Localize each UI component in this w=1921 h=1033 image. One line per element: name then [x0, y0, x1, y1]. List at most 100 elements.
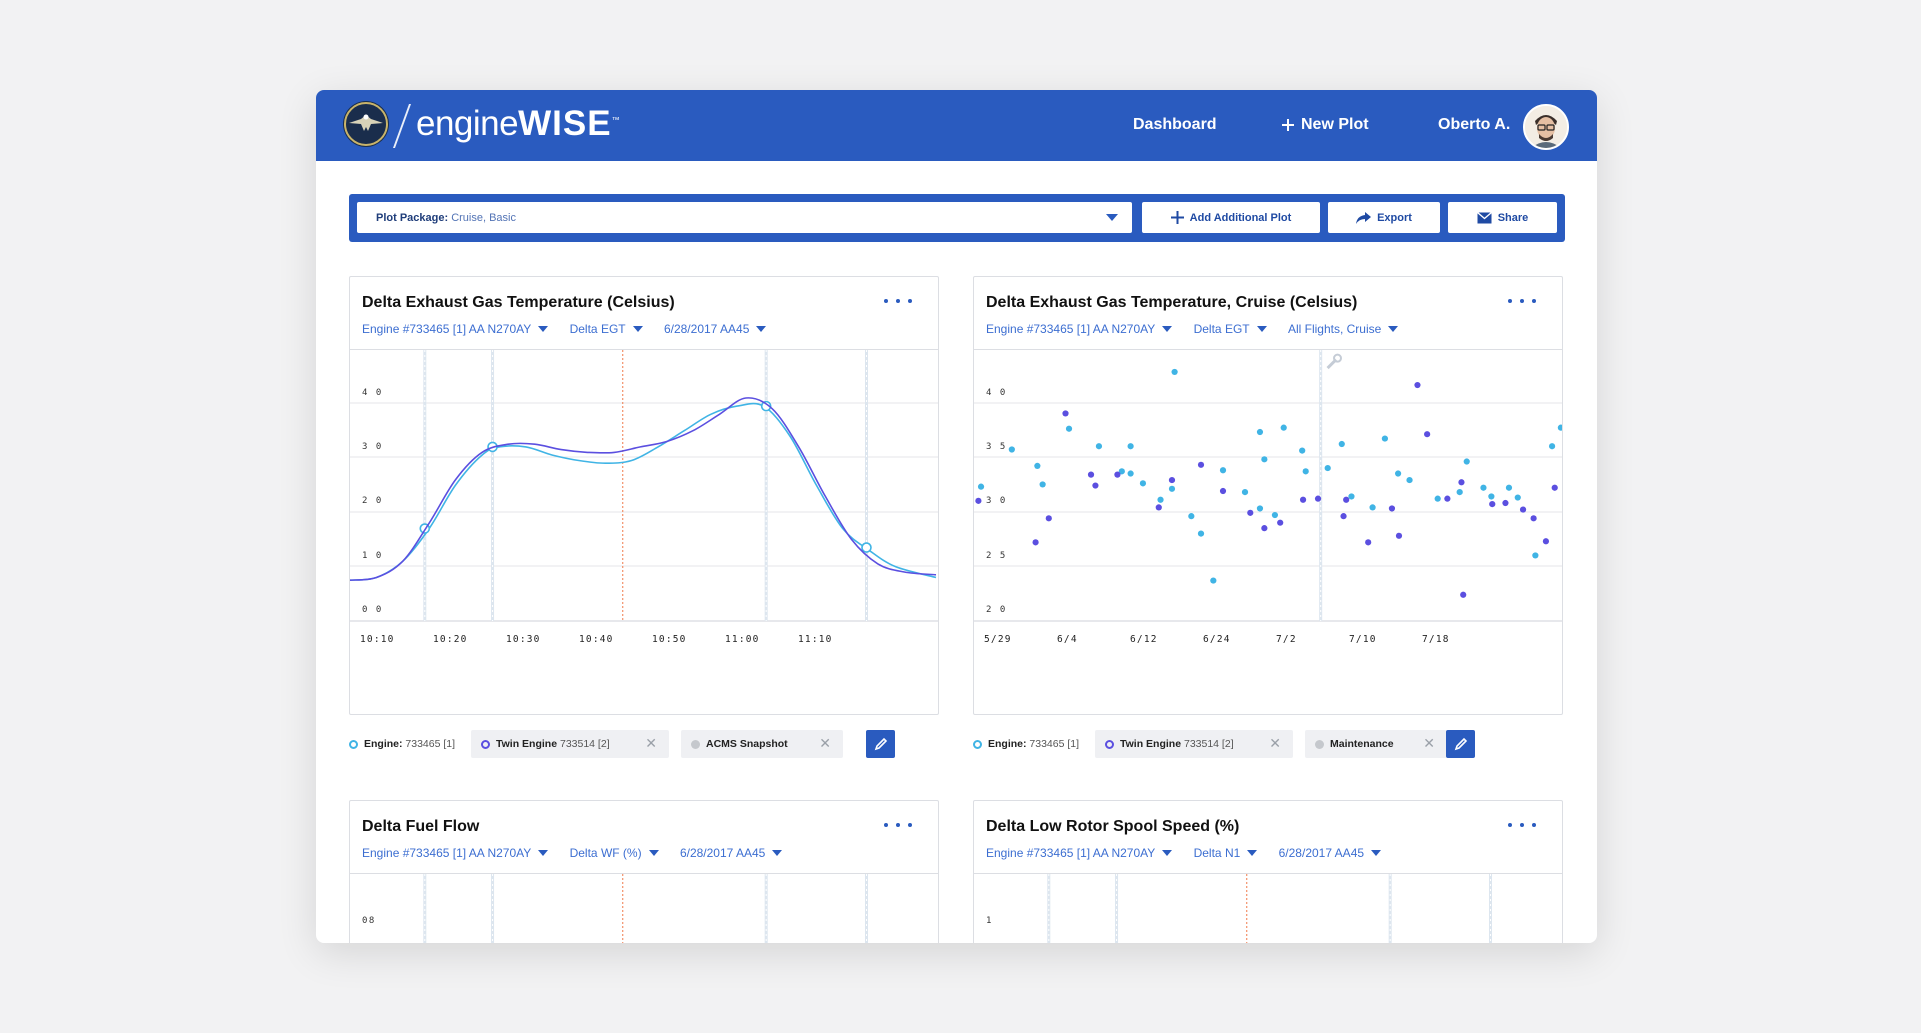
brand-bold: WISE — [518, 104, 612, 143]
flight-filter[interactable]: 6/28/2017 AA45 — [663, 322, 767, 336]
twin-engine-data-point — [1168, 476, 1176, 484]
engine-data-point — [1188, 513, 1195, 520]
app-window: engineWISE™ Dashboard New Plot Oberto A.… — [316, 90, 1597, 943]
low-rotor-speed-chart[interactable]: 1 — [974, 873, 1562, 943]
engine-data-point — [1348, 493, 1355, 500]
plus-icon — [1282, 119, 1294, 131]
y-tick-label: 2 0 — [986, 605, 1007, 615]
flight-filter[interactable]: 6/28/2017 AA45 — [680, 846, 783, 860]
export-button[interactable]: Export — [1328, 202, 1440, 233]
engine-data-point — [1324, 464, 1331, 472]
y-tick-label: 4 0 — [986, 388, 1007, 398]
brand-wordmark[interactable]: engineWISE™ — [416, 104, 620, 144]
parameter-filter[interactable]: Delta WF (%) — [570, 846, 659, 860]
mail-icon — [1476, 211, 1492, 223]
engine-filter[interactable]: Engine #733465 [1] AA N270AY — [986, 846, 1173, 860]
parameter-filter[interactable]: Delta EGT — [570, 322, 643, 336]
avatar[interactable] — [1523, 104, 1569, 150]
user-name[interactable]: Oberto A. — [1438, 116, 1511, 133]
parameter-filter[interactable]: Delta N1 — [1194, 846, 1258, 860]
share-label: Share — [1497, 211, 1529, 224]
more-options-icon[interactable] — [1506, 299, 1538, 305]
edit-legend-button[interactable] — [1446, 730, 1475, 758]
circle-icon — [1105, 739, 1114, 749]
legend-item-snapshot[interactable]: ACMS Snapshot ✕ — [681, 730, 843, 758]
engine-filter-label: Engine #733465 [1] AA N270AY — [362, 846, 532, 860]
twin-engine-data-point — [1458, 479, 1465, 486]
legend-item-twin-engine[interactable]: Twin Engine 733514 [2] ✕ — [471, 730, 669, 758]
caret-down-icon — [772, 850, 783, 856]
engine-filter[interactable]: Engine #733465 [1] AA N270AY — [362, 322, 549, 336]
egt-line-chart[interactable]: 0 0 1 0 2 0 3 0 4 0 10:10 10:20 10:30 10:40 10:50… — [350, 349, 938, 714]
legend-item-maintenance[interactable]: Maintenance ✕ — [1305, 730, 1447, 758]
legend-label: Twin Engine — [496, 738, 558, 750]
flight-filter[interactable]: All Flights, Cruise — [1288, 322, 1399, 336]
engine-data-point — [1197, 530, 1205, 537]
flight-filter[interactable]: 6/28/2017 AA45 — [1279, 846, 1382, 860]
engine-data-point — [1157, 496, 1164, 503]
snapshot-band — [1388, 874, 1392, 943]
snapshot-point — [861, 542, 872, 553]
more-options-icon[interactable] — [1506, 823, 1538, 829]
close-icon[interactable]: ✕ — [1269, 735, 1281, 751]
caret-down-icon — [632, 326, 643, 332]
twin-engine-data-point — [1502, 499, 1509, 507]
x-tick-label: 10:40 — [579, 634, 614, 645]
x-tick-label: 7/2 — [1276, 634, 1297, 645]
nav-new-plot-link[interactable]: New Plot — [1281, 116, 1369, 134]
nav-dashboard-link[interactable]: Dashboard — [1133, 116, 1217, 133]
twin-engine-data-point — [1314, 495, 1322, 502]
caret-down-icon — [1162, 850, 1173, 856]
engine-data-point — [1271, 511, 1279, 519]
x-tick-label: 10:10 — [360, 634, 395, 645]
legend-item-engine[interactable]: Engine: 733465 [1] — [973, 730, 1079, 758]
engine-data-point — [1369, 504, 1376, 511]
engine-data-point — [1241, 489, 1249, 496]
twin-engine-data-point — [1092, 482, 1099, 489]
share-button[interactable]: Share — [1448, 202, 1557, 233]
twin-engine-data-point — [1414, 381, 1421, 389]
close-icon[interactable]: ✕ — [1423, 735, 1435, 751]
x-tick-label: 10:30 — [506, 634, 541, 645]
engine-data-point — [1548, 443, 1556, 450]
engine-data-point — [1406, 476, 1413, 484]
card-filters: Engine #733465 [1] AA N270AY Delta EGT A… — [986, 322, 1416, 336]
x-tick-label: 7/18 — [1422, 634, 1450, 645]
engine-data-point — [1168, 485, 1176, 492]
more-options-icon[interactable] — [882, 823, 914, 829]
engine-data-point — [1065, 425, 1073, 432]
engine-filter[interactable]: Engine #733465 [1] AA N270AY — [362, 846, 549, 860]
add-additional-plot-button[interactable]: Add Additional Plot — [1142, 202, 1320, 233]
nav-new-plot-label: New Plot — [1301, 116, 1369, 133]
twin-engine-data-point — [1530, 515, 1537, 522]
legend-value: 733465 [1] — [402, 738, 456, 750]
engine-data-point — [1256, 428, 1264, 436]
brand-light: engine — [416, 104, 519, 143]
egt-cruise-scatter-chart[interactable]: 2 0 2 5 3 0 3 5 4 0 5/29 6/4 6/12 6/24 7/2 7/10 7/1… — [974, 349, 1562, 714]
y-tick-label: 1 0 — [362, 551, 383, 561]
snapshot-band — [1115, 874, 1119, 943]
more-options-icon[interactable] — [882, 299, 914, 305]
eagle-logo-icon[interactable] — [343, 101, 389, 147]
close-icon[interactable]: ✕ — [819, 735, 831, 751]
pencil-icon — [1454, 737, 1467, 751]
engine-filter[interactable]: Engine #733465 [1] AA N270AY — [986, 322, 1173, 336]
twin-engine-data-point — [1489, 501, 1496, 508]
edit-legend-button[interactable] — [866, 730, 895, 758]
legend-item-engine[interactable]: Engine: 733465 [1] — [349, 730, 455, 758]
wrench-icon — [1326, 353, 1343, 370]
fuel-flow-chart[interactable]: 08 — [350, 873, 938, 943]
parameter-filter[interactable]: Delta EGT — [1194, 322, 1267, 336]
plot-package-select[interactable]: Plot Package: Cruise, Basic — [357, 202, 1132, 233]
twin-engine-data-point — [1340, 513, 1347, 520]
legend-value: 733465 [1] — [1026, 738, 1080, 750]
legend-label: Maintenance — [1330, 738, 1394, 750]
engine-data-point — [1505, 484, 1513, 491]
y-tick-label: 4 0 — [362, 388, 383, 398]
engine-filter-label: Engine #733465 [1] AA N270AY — [986, 322, 1156, 336]
close-icon[interactable]: ✕ — [645, 735, 657, 751]
export-label: Export — [1377, 211, 1412, 224]
legend-item-twin-engine[interactable]: Twin Engine 733514 [2] ✕ — [1095, 730, 1293, 758]
flight-filter-label: 6/28/2017 AA45 — [663, 322, 750, 336]
plot-package-value: Cruise, Basic — [448, 212, 516, 224]
